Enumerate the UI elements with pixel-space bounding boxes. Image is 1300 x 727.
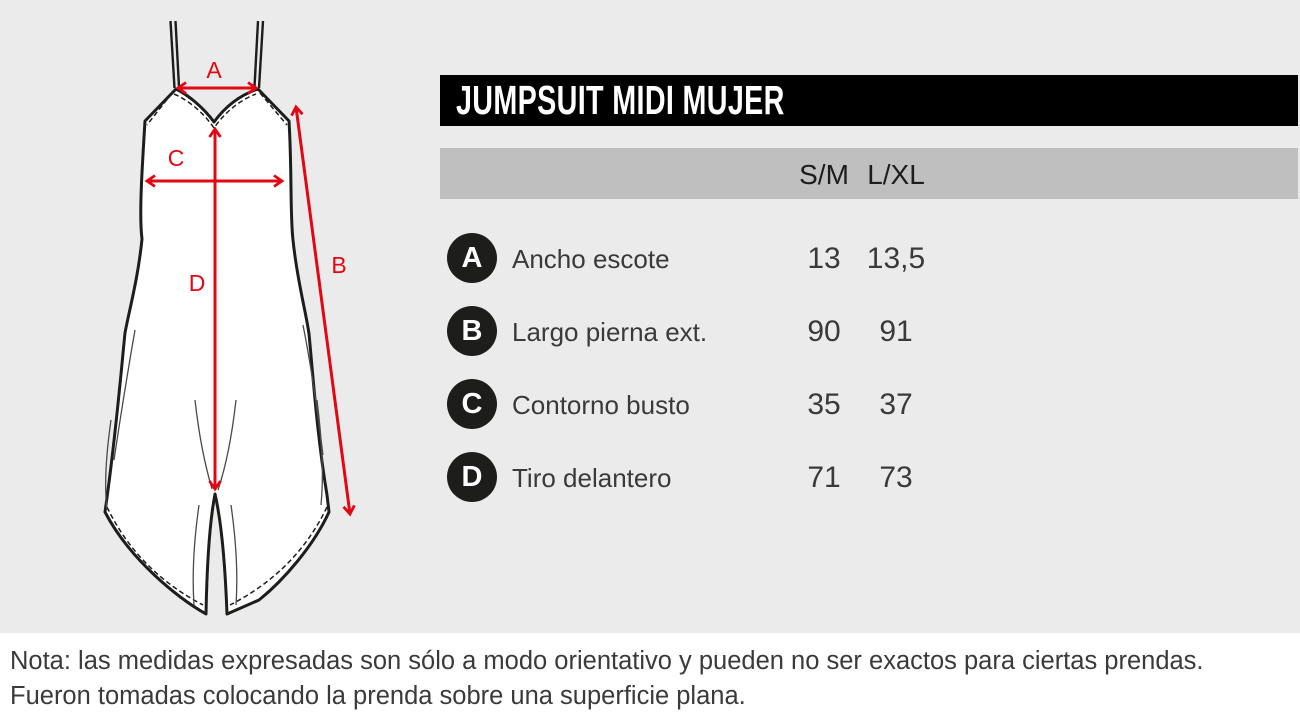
value-sm: 13 — [807, 242, 841, 275]
size-columns-header: S/M L/XL — [440, 148, 1298, 199]
jumpsuit-straps — [169, 20, 265, 89]
measure-label: Contorno busto — [512, 390, 690, 420]
diagram-label-C: C — [168, 145, 185, 171]
garment-diagram: A C D B — [103, 20, 356, 616]
table-row-b: B Largo pierna ext. 90 91 — [440, 306, 1298, 356]
table-row-d: D Tiro delantero 71 73 — [440, 452, 1298, 502]
letter-badge-c: C — [447, 379, 497, 429]
note-line-1: Nota: las medidas expresadas son sólo a … — [10, 647, 1204, 675]
jumpsuit-outline — [103, 87, 331, 616]
table-row-a: A Ancho escote 13 13,5 — [440, 233, 1298, 283]
column-header-sm: S/M — [799, 159, 849, 190]
product-title-bar: JUMPSUIT MIDI MUJER — [440, 75, 1298, 126]
measure-arrow-B — [290, 104, 356, 517]
value-lxl: 91 — [879, 315, 913, 348]
value-lxl: 37 — [879, 388, 913, 421]
letter-badge-d: D — [447, 452, 497, 502]
value-sm: 35 — [807, 388, 841, 421]
diagram-label-B: B — [331, 252, 346, 278]
stitch-lines — [106, 92, 328, 606]
value-lxl: 73 — [879, 461, 913, 494]
diagram-label-A: A — [206, 57, 222, 83]
value-lxl: 13,5 — [866, 242, 926, 275]
value-sm: 90 — [807, 315, 841, 348]
value-sm: 71 — [807, 461, 841, 494]
product-title: JUMPSUIT MIDI MUJER — [456, 77, 785, 123]
note-line-2: Fueron tomadas colocando la prenda sobre… — [10, 682, 746, 710]
letter-badge-b: B — [447, 306, 497, 356]
diagram-label-D: D — [189, 270, 206, 296]
letter-badge-a: A — [447, 233, 497, 283]
table-row-c: C Contorno busto 35 37 — [440, 379, 1298, 429]
measure-label: Ancho escote — [512, 244, 670, 274]
measurement-note: Nota: las medidas expresadas son sólo a … — [10, 644, 1296, 714]
column-header-lxl: L/XL — [867, 159, 925, 190]
measure-label: Tiro delantero — [512, 463, 672, 493]
measure-label: Largo pierna ext. — [512, 317, 708, 347]
